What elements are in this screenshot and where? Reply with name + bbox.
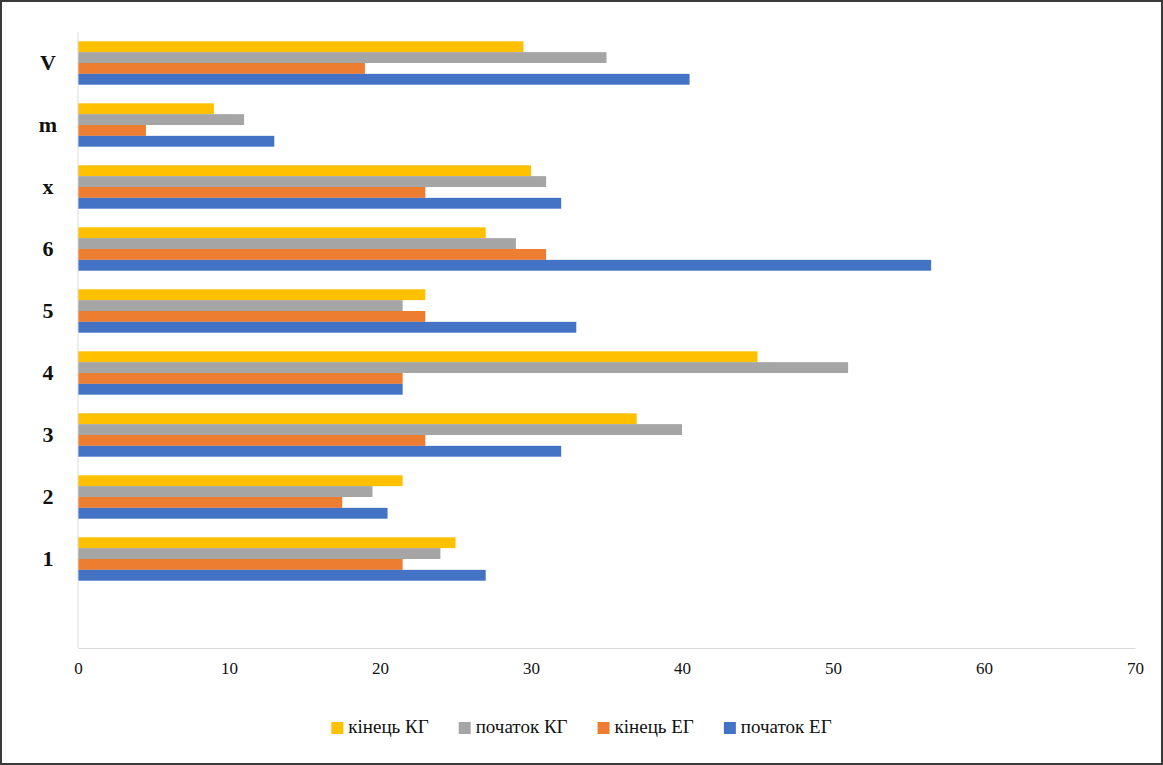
x-tick-label: 0 (74, 659, 83, 678)
bar (78, 176, 546, 187)
legend-swatch (724, 722, 736, 734)
legend-item: початок ЕГ (724, 716, 832, 737)
legend-item: початок КГ (459, 716, 568, 737)
bar (78, 114, 244, 125)
y-tick: m (39, 112, 57, 137)
bar (78, 322, 576, 333)
x-tick-label: 70 (1127, 659, 1144, 678)
bar (78, 537, 456, 548)
y-tick-label: 3 (43, 422, 54, 447)
y-tick: 5 (43, 298, 54, 323)
y-tick: 1 (43, 546, 54, 571)
bar (78, 260, 931, 271)
bar (78, 548, 440, 559)
y-tick: x (43, 174, 54, 199)
bar (78, 508, 388, 519)
bar (78, 373, 403, 384)
x-tick: 20 (372, 648, 389, 678)
legend-label: кінець ЕГ (615, 716, 694, 737)
bar (78, 300, 403, 311)
x-tick-label: 30 (523, 659, 540, 678)
x-axis: 0 10 20 30 40 50 60 70 (74, 648, 1144, 678)
bar (78, 198, 561, 209)
bar (78, 497, 342, 508)
x-tick: 40 (674, 648, 691, 678)
bar (78, 103, 214, 114)
chart: 1 2 3 4 5 6 x m V 0 10 20 30 40 50 60 70 кінець КГ початок… (0, 0, 1163, 765)
bar (78, 289, 425, 300)
x-tick-label: 50 (825, 659, 842, 678)
legend-swatch (598, 722, 610, 734)
y-tick-label: V (40, 50, 56, 75)
legend-swatch (331, 722, 343, 734)
y-tick: 6 (43, 236, 54, 261)
x-tick-label: 40 (674, 659, 691, 678)
bar (78, 227, 486, 238)
legend-label: початок КГ (476, 716, 568, 737)
bar (78, 238, 516, 249)
bar (78, 52, 607, 63)
bar (78, 63, 365, 74)
bar (78, 446, 561, 457)
y-tick: 2 (43, 484, 54, 509)
y-tick: 4 (43, 360, 54, 385)
y-tick-label: 6 (43, 236, 54, 261)
x-tick: 0 (74, 648, 83, 678)
bar (78, 475, 403, 486)
bar (78, 435, 425, 446)
legend-swatch (459, 722, 471, 734)
bar (78, 187, 425, 198)
y-tick: 3 (43, 422, 54, 447)
y-tick-label: x (43, 174, 54, 199)
series (78, 63, 546, 570)
bar (78, 136, 274, 147)
legend: кінець КГ початок КГ кінець ЕГ початок ЕГ (331, 716, 831, 737)
bar (78, 311, 425, 322)
bar (78, 249, 546, 260)
bar (78, 125, 146, 136)
bar (78, 384, 403, 395)
legend-item: кінець ЕГ (598, 716, 694, 737)
y-tick-label: m (39, 112, 57, 137)
legend-label: початок ЕГ (741, 716, 832, 737)
x-tick-label: 60 (976, 659, 993, 678)
bar (78, 74, 690, 85)
x-tick: 30 (523, 648, 540, 678)
bar (78, 41, 523, 52)
y-tick-label: 1 (43, 546, 54, 571)
bar (78, 486, 372, 497)
frame (1, 1, 1162, 764)
bar (78, 559, 403, 570)
y-axis-line (78, 32, 79, 648)
bars (78, 41, 931, 580)
y-tick-label: 2 (43, 484, 54, 509)
series (78, 52, 848, 559)
x-tick: 70 (1127, 648, 1144, 678)
bar (78, 165, 531, 176)
legend-item: кінець КГ (331, 716, 428, 737)
y-tick-label: 4 (43, 360, 54, 385)
y-axis: 1 2 3 4 5 6 x m V (39, 50, 57, 571)
series (78, 41, 758, 548)
bar (78, 413, 637, 424)
bar (78, 424, 682, 435)
x-tick-label: 20 (372, 659, 389, 678)
y-tick-label: 5 (43, 298, 54, 323)
legend-label: кінець КГ (348, 716, 428, 737)
bar (78, 362, 848, 373)
x-axis-line (79, 648, 1136, 649)
series (78, 74, 931, 581)
y-tick: V (40, 50, 56, 75)
bar (78, 570, 486, 581)
x-tick: 10 (221, 648, 238, 678)
x-tick: 50 (825, 648, 842, 678)
x-tick: 60 (976, 648, 993, 678)
x-tick-label: 10 (221, 659, 238, 678)
bar (78, 351, 758, 362)
